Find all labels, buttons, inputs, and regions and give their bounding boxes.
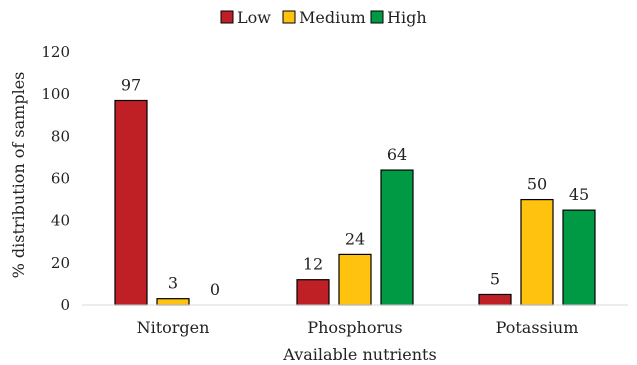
legend-swatch-high xyxy=(371,11,383,23)
data-label: 97 xyxy=(121,75,141,94)
data-label: 12 xyxy=(303,255,323,274)
y-tick-label: 120 xyxy=(41,43,70,61)
x-axis: Nitorgen Phosphorus Potassium xyxy=(82,305,628,337)
y-tick-label: 40 xyxy=(51,212,70,230)
x-tick-label: Potassium xyxy=(496,318,579,337)
bar-medium xyxy=(521,200,553,305)
y-axis-title: % distribution of samples xyxy=(9,72,28,279)
x-axis-title: Available nutrients xyxy=(282,345,436,364)
legend: Low Medium High xyxy=(221,8,427,27)
y-axis: 0 20 40 60 80 100 120 xyxy=(41,43,70,314)
data-label: 50 xyxy=(527,175,547,194)
legend-label-medium: Medium xyxy=(299,8,366,27)
x-tick-label: Phosphorus xyxy=(307,318,402,337)
y-tick-label: 0 xyxy=(60,296,70,314)
bar-medium xyxy=(339,254,371,305)
bar-medium xyxy=(157,299,189,305)
data-label: 24 xyxy=(345,229,365,248)
bar-low xyxy=(479,294,511,305)
bars: 97 12 5 3 24 50 0 64 45 xyxy=(115,75,595,305)
data-label: 64 xyxy=(387,145,407,164)
data-label: 45 xyxy=(569,185,589,204)
data-label: 3 xyxy=(168,274,178,293)
bar-low xyxy=(115,100,147,305)
y-tick-label: 80 xyxy=(51,127,70,145)
y-tick-label: 100 xyxy=(41,85,70,103)
legend-swatch-medium xyxy=(283,11,295,23)
bar-high xyxy=(563,210,595,305)
bar-high xyxy=(381,170,413,305)
legend-swatch-low xyxy=(221,11,233,23)
bar-low xyxy=(297,280,329,305)
data-label: 5 xyxy=(490,269,500,288)
x-tick-label: Nitorgen xyxy=(137,318,210,337)
y-tick-label: 20 xyxy=(51,254,70,272)
data-label: 0 xyxy=(210,280,220,299)
y-tick-label: 60 xyxy=(51,170,70,188)
legend-label-high: High xyxy=(387,8,427,27)
legend-label-low: Low xyxy=(237,8,271,27)
